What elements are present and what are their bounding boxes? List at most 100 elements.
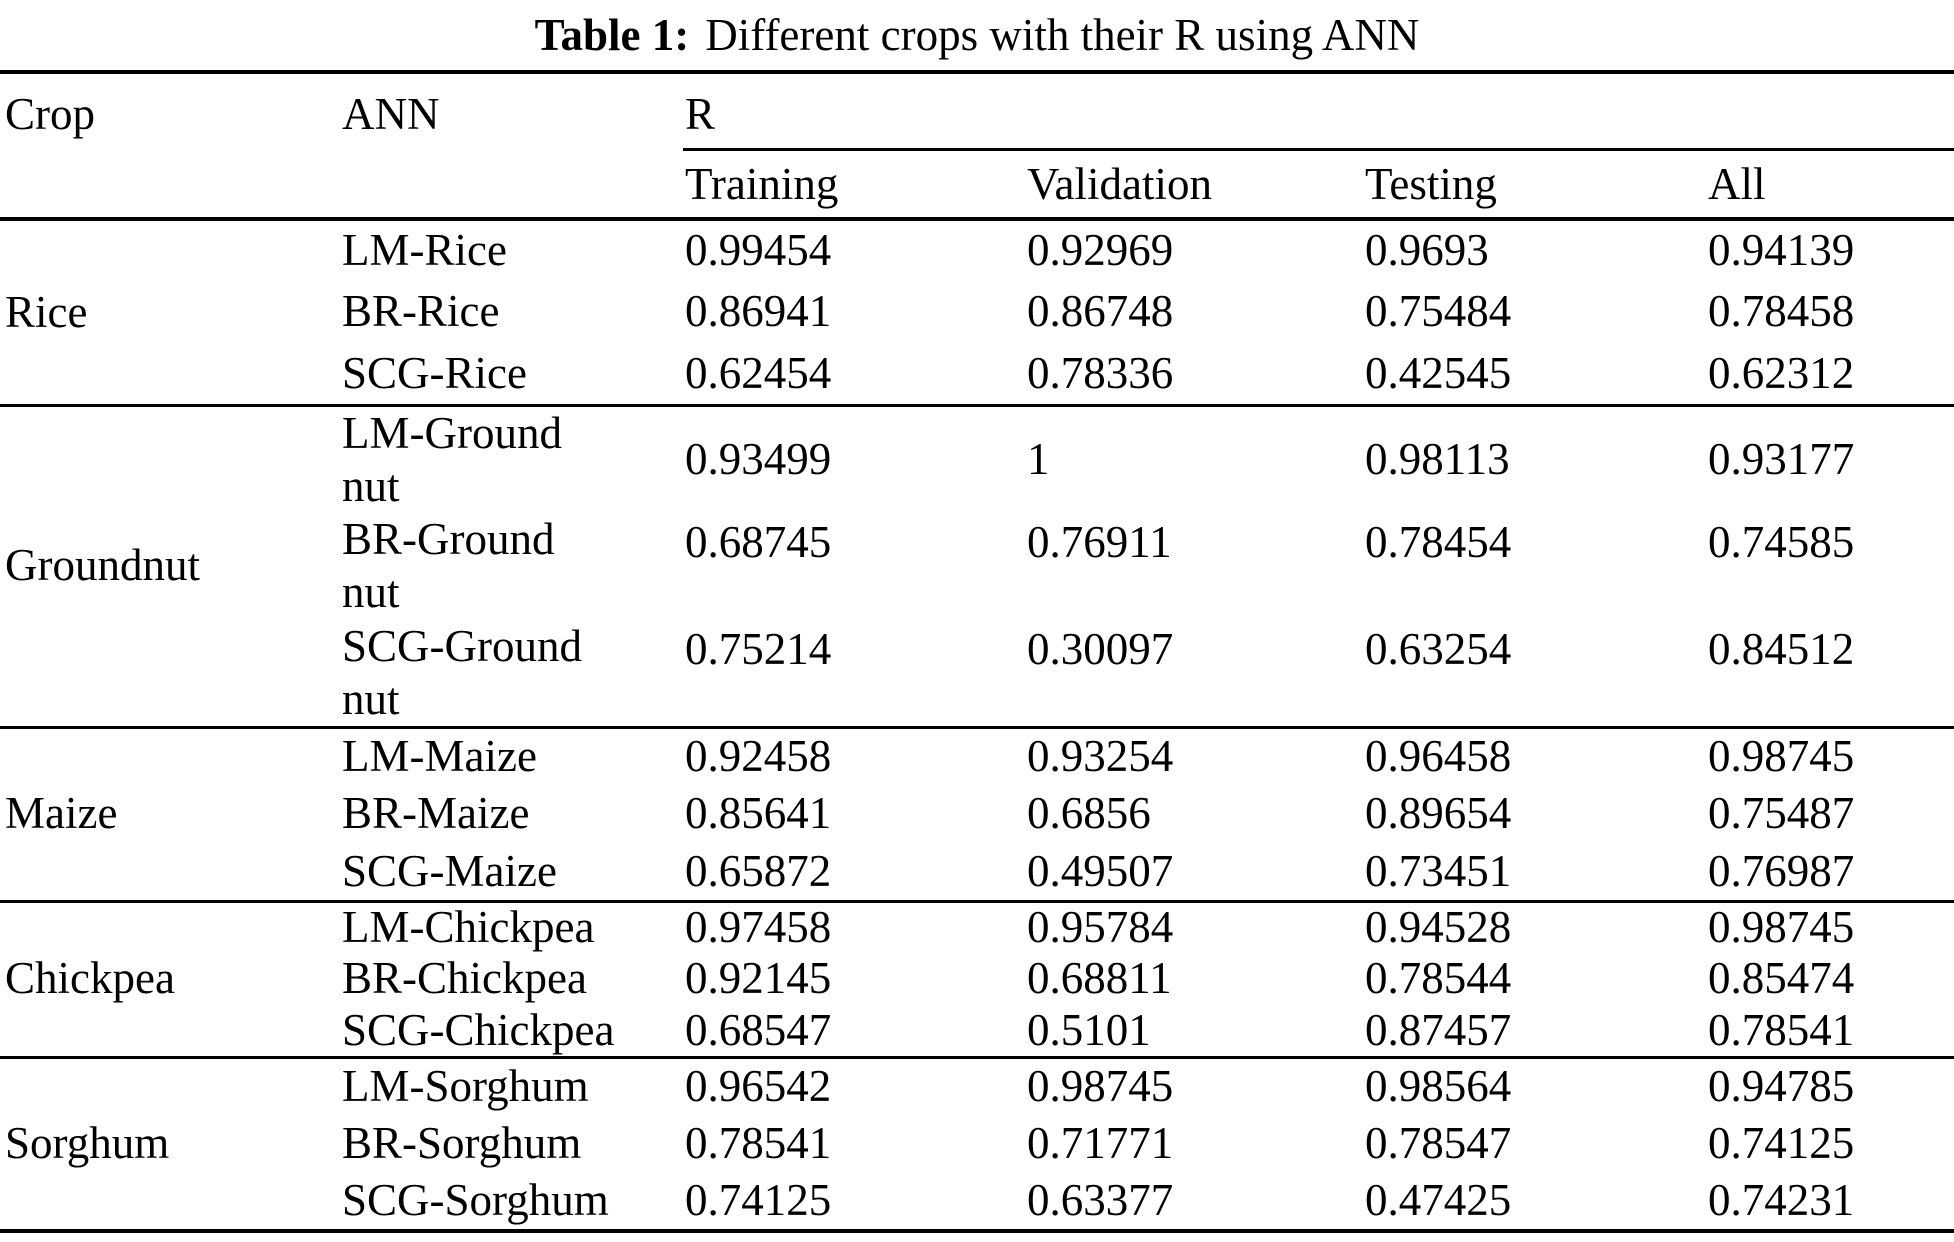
r-value-cell: 0.74585 [1708, 516, 1855, 567]
ann-model-cell: LM-Rice [342, 225, 507, 276]
r-value-cell: 0.30097 [1027, 623, 1174, 674]
r-value-cell: 0.84512 [1708, 623, 1855, 674]
ann-model-cell: BR-Maize [342, 788, 530, 839]
table-caption: Table 1: Different crops with their R usi… [0, 0, 1954, 60]
crop-name-cell: Groundnut [5, 540, 200, 591]
r-value-cell: 0.92969 [1027, 225, 1174, 276]
r-value-cell: 0.96458 [1365, 731, 1512, 781]
r-value-cell: 0.99454 [685, 225, 832, 276]
r-value-cell: 0.68745 [685, 516, 832, 567]
crop-group-maize: Maize LM-Maize 0.92458 0.93254 0.96458 0.9874… [0, 727, 1954, 901]
r-value-cell: 0.63254 [1365, 623, 1512, 674]
r-value-cell: 0.68547 [685, 1004, 832, 1055]
header-row-top: Crop ANN R [0, 72, 1954, 151]
r-value-cell: 0.6856 [1027, 788, 1151, 839]
r-value-cell: 0.98745 [1027, 1061, 1174, 1111]
r-value-cell: 0.98564 [1365, 1061, 1512, 1111]
column-header-training: Training [685, 159, 839, 209]
table-row: SCG-Ground nut 0.75214 0.30097 0.63254 0.8451… [0, 620, 1954, 728]
table-row: Groundnut LM-Ground nut 0.93499 1 0.98113 0.93… [0, 405, 1954, 591]
ann-model-cell: LM-Ground nut [342, 407, 562, 511]
ann-model-cell: SCG-Rice [342, 347, 527, 398]
r-value-cell: 0.93499 [685, 433, 832, 484]
ann-model-cell: BR-Rice [342, 286, 500, 337]
r-value-cell: 0.94785 [1708, 1061, 1855, 1111]
crop-name-cell: Maize [5, 788, 118, 839]
crop-name-cell: Chickpea [5, 953, 175, 1004]
crop-group-rice: Rice LM-Rice 0.99454 0.92969 0.9693 0.94139 BR… [0, 219, 1954, 405]
table-row: Maize LM-Maize 0.92458 0.93254 0.96458 0.9874… [0, 727, 1954, 838]
r-value-cell: 0.63377 [1027, 1175, 1174, 1226]
r-value-cell: 0.98745 [1708, 902, 1855, 952]
r-value-cell: 0.78454 [1365, 516, 1512, 567]
r-value-cell: 0.74125 [685, 1175, 832, 1226]
table-row: SCG-Maize 0.65872 0.49507 0.73451 0.76987 [0, 843, 1954, 901]
r-value-cell: 0.74231 [1708, 1175, 1855, 1226]
table-row: SCG-Chickpea 0.68547 0.5101 0.87457 0.78541 [0, 1005, 1954, 1057]
r-value-cell: 0.62312 [1708, 347, 1855, 398]
r-value-cell: 0.98113 [1365, 433, 1510, 484]
r-value-cell: 0.78544 [1365, 953, 1512, 1004]
ann-model-cell: SCG-Chickpea [342, 1004, 615, 1055]
r-value-cell: 0.96542 [685, 1061, 832, 1111]
r-value-cell: 0.74125 [1708, 1118, 1855, 1169]
crop-name-cell: Rice [5, 286, 88, 337]
column-header-testing: Testing [1365, 159, 1497, 209]
table-row: Chickpea LM-Chickpea 0.97458 0.95784 0.94528… [0, 901, 1954, 1003]
ann-model-cell: SCG-Sorghum [342, 1175, 609, 1226]
table-row: BR-Rice 0.86941 0.86748 0.75484 0.78458 [0, 281, 1954, 343]
r-value-cell: 1 [1027, 433, 1050, 484]
r-value-cell: 0.75484 [1365, 286, 1512, 337]
r-value-cell: 0.93254 [1027, 731, 1174, 781]
table-row: SCG-Sorghum 0.74125 0.63377 0.47425 0.74231 [0, 1173, 1954, 1231]
r-value-cell: 0.92145 [685, 953, 832, 1004]
ann-model-cell: LM-Chickpea [342, 902, 595, 952]
table-header: Crop ANN R Training Validation Testing A… [0, 72, 1954, 219]
table-row: SCG-Rice 0.62454 0.78336 0.42545 0.62312 [0, 343, 1954, 405]
r-value-cell: 0.93177 [1708, 433, 1855, 484]
r-value-cell: 0.65872 [685, 845, 832, 896]
r-value-cell: 0.75214 [685, 623, 832, 674]
r-table: Crop ANN R Training Validation Testing A… [0, 70, 1954, 1233]
column-header-r-group: R [683, 72, 1954, 151]
r-value-cell: 0.49507 [1027, 845, 1174, 896]
r-value-cell: 0.78547 [1365, 1118, 1512, 1169]
ann-model-cell: SCG-Maize [342, 845, 557, 896]
crop-group-chickpea: Chickpea LM-Chickpea 0.97458 0.95784 0.94528… [0, 901, 1954, 1057]
r-value-cell: 0.94139 [1708, 225, 1855, 276]
r-value-cell: 0.95784 [1027, 902, 1174, 952]
crop-name-cell: Sorghum [5, 1118, 170, 1168]
ann-model-cell: SCG-Ground nut [342, 620, 583, 724]
r-value-cell: 0.86941 [685, 286, 832, 337]
header-row-sub: Training Validation Testing All [0, 150, 1954, 220]
r-value-cell: 0.78458 [1708, 286, 1855, 337]
r-value-cell: 0.89654 [1365, 788, 1512, 839]
crop-group-groundnut: Groundnut LM-Ground nut 0.93499 1 0.98113 0.93… [0, 405, 1954, 727]
r-value-cell: 0.62454 [685, 347, 832, 398]
ann-model-cell: LM-Sorghum [342, 1061, 589, 1111]
r-value-cell: 0.73451 [1365, 845, 1512, 896]
r-value-cell: 0.85474 [1708, 953, 1855, 1004]
r-value-cell: 0.87457 [1365, 1004, 1512, 1055]
table-row: Sorghum LM-Sorghum 0.96542 0.98745 0.98564 0.… [0, 1057, 1954, 1168]
r-value-cell: 0.78336 [1027, 347, 1174, 398]
r-value-cell: 0.78541 [1708, 1004, 1855, 1055]
r-value-cell: 0.86748 [1027, 286, 1174, 337]
table-row: BR-Ground nut 0.68745 0.76911 0.78454 0.74585 [0, 513, 1954, 620]
r-value-cell: 0.76987 [1708, 845, 1855, 896]
r-value-cell: 0.98745 [1708, 731, 1855, 781]
r-value-cell: 0.9693 [1365, 225, 1489, 276]
ann-model-cell: BR-Chickpea [342, 953, 587, 1004]
ann-model-cell: BR-Ground nut [342, 514, 555, 617]
r-value-cell: 0.75487 [1708, 788, 1855, 839]
r-value-cell: 0.76911 [1027, 516, 1172, 567]
column-header-validation: Validation [1027, 159, 1212, 209]
table-row: Rice LM-Rice 0.99454 0.92969 0.9693 0.94139 [0, 219, 1954, 337]
table-row: BR-Chickpea 0.92145 0.68811 0.78544 0.85474 [0, 953, 1954, 1005]
r-value-cell: 0.71771 [1027, 1118, 1174, 1169]
r-value-cell: 0.47425 [1365, 1175, 1512, 1226]
r-value-cell: 0.97458 [685, 902, 832, 952]
r-value-cell: 0.85641 [685, 788, 832, 839]
ann-model-cell: LM-Maize [342, 731, 537, 781]
crop-group-sorghum: Sorghum LM-Sorghum 0.96542 0.98745 0.98564 0.… [0, 1057, 1954, 1231]
